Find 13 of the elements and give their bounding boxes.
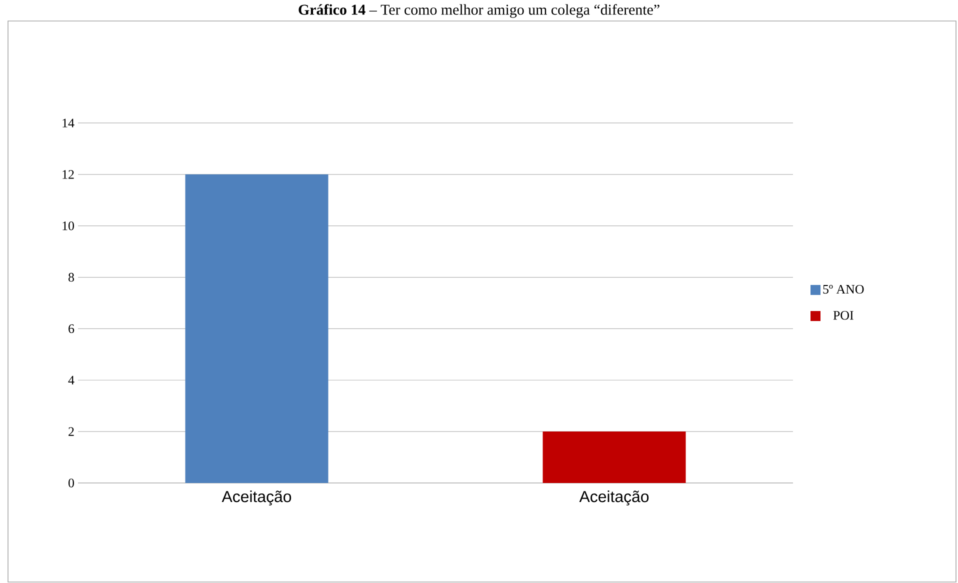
y-tick-label: 12 [62, 170, 74, 179]
y-tick-label: 4 [68, 376, 74, 384]
y-tick-label: 14 [62, 118, 74, 128]
y-tick-label: 8 [68, 272, 74, 282]
chart-title: Gráfico 14 – Ter como melhor amigo um colega “diferente” [298, 4, 660, 18]
legend-label: POI [833, 310, 854, 320]
y-tick-label: 6 [68, 324, 74, 334]
y-tick-label: 2 [68, 427, 74, 436]
x-tick-label: Aceitação [579, 490, 649, 506]
y-tick-label: 0 [68, 478, 74, 488]
x-tick-label: Aceitação [222, 490, 292, 506]
y-tick-label: 10 [62, 221, 74, 230]
legend-label: 5º ANO [823, 284, 864, 294]
